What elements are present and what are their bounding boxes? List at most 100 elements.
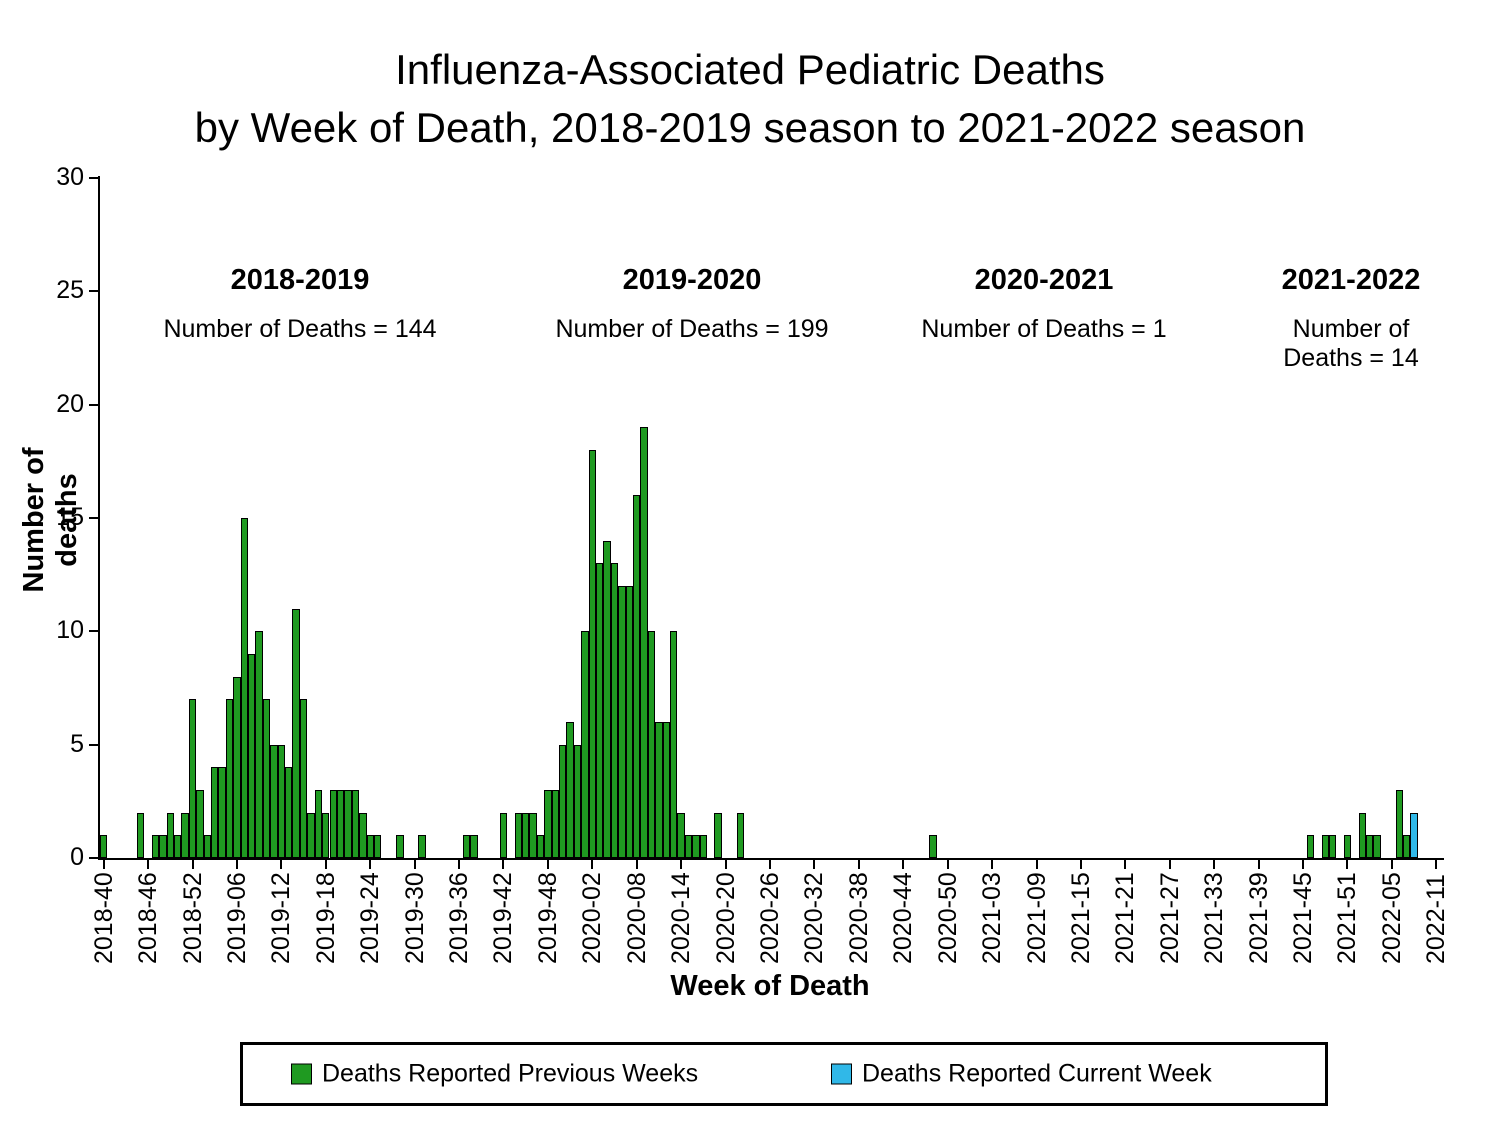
y-tick-mark [89, 630, 98, 633]
bar-week [418, 835, 426, 858]
x-tick-mark [191, 860, 194, 869]
x-tick-mark [1390, 860, 1393, 869]
bar-week [581, 631, 589, 858]
x-tick-mark [680, 860, 683, 869]
season-annotation-2018-2019: 2018-2019 Number of Deaths = 144 [163, 264, 436, 344]
bar-week [670, 631, 678, 858]
bar-week [618, 586, 626, 858]
chart-title-line2: by Week of Death, 2018-2019 season to 20… [194, 104, 1306, 151]
bar-week [1402, 835, 1411, 858]
bar-week [610, 563, 619, 858]
bar-week [1343, 835, 1352, 858]
x-tick-label: 2019-36 [445, 872, 474, 964]
x-tick-mark [635, 860, 638, 869]
x-tick-label: 2021-03 [978, 872, 1007, 964]
x-axis-title: Week of Death [670, 970, 870, 1002]
bar-week [314, 790, 323, 858]
season-name: 2020-2021 [974, 264, 1114, 296]
x-tick-label: 2019-42 [489, 872, 518, 964]
legend-item-current-week: Deaths Reported Current Week [831, 1060, 1212, 1089]
x-tick-mark [591, 860, 594, 869]
bar-week [559, 744, 567, 858]
x-tick-mark [1435, 860, 1438, 869]
bar-week [285, 767, 293, 858]
x-tick-label: 2020-50 [933, 872, 962, 964]
x-tick-mark [991, 860, 994, 869]
bar-week [159, 835, 167, 858]
season-annotation-2021-2022: 2021-2022 Number of Deaths = 14 [1277, 264, 1426, 373]
x-tick-label: 2018-52 [178, 872, 207, 964]
y-tick-label: 0 [70, 843, 84, 871]
x-tick-label: 2020-26 [756, 872, 784, 964]
bar-week [736, 812, 745, 858]
bar-week [203, 835, 212, 858]
bar-week [100, 835, 108, 858]
bar-week [307, 812, 315, 858]
y-tick-mark [89, 177, 98, 179]
bar-week [322, 812, 330, 858]
bar-week [292, 608, 300, 858]
bar-week [366, 835, 374, 858]
bar-week [677, 812, 685, 858]
bar-week [211, 767, 219, 858]
bar-week [373, 835, 382, 858]
x-tick-mark [857, 860, 860, 869]
legend: Deaths Reported Previous Weeks Deaths Re… [240, 1042, 1328, 1106]
x-tick-label: 2020-38 [844, 872, 873, 964]
x-tick-mark [147, 860, 150, 869]
x-tick-label: 2019-24 [356, 872, 385, 964]
bar-week [929, 835, 937, 858]
bar-week [544, 790, 552, 858]
y-tick-label: 10 [56, 616, 84, 645]
season-name: 2018-2019 [230, 264, 370, 296]
bar-week [336, 790, 345, 858]
bar-week [625, 586, 634, 858]
x-tick-label: 2021-45 [1289, 872, 1318, 964]
x-tick-mark [1346, 860, 1349, 869]
x-tick-label: 2018-40 [89, 872, 118, 964]
x-tick-label: 2019-06 [222, 872, 251, 964]
season-death-count: Number of Deaths = 144 [163, 315, 437, 343]
bar-week [351, 790, 360, 858]
x-tick-mark [1302, 860, 1305, 869]
bar-current-week [1410, 812, 1418, 858]
bar-week [662, 722, 671, 858]
x-tick-label: 2021-15 [1066, 872, 1095, 964]
x-tick-label: 2021-33 [1200, 872, 1229, 964]
y-tick-mark [89, 290, 98, 293]
bar-week [166, 812, 175, 858]
x-tick-mark [946, 860, 949, 869]
x-tick-label: 2020-08 [622, 872, 651, 964]
bar-week [225, 699, 234, 858]
season-name: 2019-2020 [622, 264, 762, 296]
x-axis-line [98, 858, 1444, 860]
x-tick-label: 2021-39 [1244, 872, 1273, 964]
bar-week [270, 744, 278, 858]
bar-week [499, 812, 508, 858]
x-tick-mark [902, 860, 905, 869]
legend-swatch-current-week-icon [831, 1063, 852, 1085]
season-death-count: Number of Deaths = 199 [555, 315, 829, 343]
bar-week [248, 654, 256, 858]
x-tick-mark [1079, 860, 1082, 869]
x-tick-label: 2019-12 [267, 872, 296, 964]
bar-week [255, 631, 263, 858]
x-tick-label: 2021-21 [1111, 872, 1140, 964]
y-tick-mark [89, 403, 98, 406]
legend-swatch-previous-weeks-icon [291, 1063, 312, 1085]
bar-week [603, 540, 611, 858]
bar-week [462, 835, 471, 858]
x-tick-label: 2018-46 [134, 872, 163, 964]
bar-week [151, 835, 160, 858]
x-tick-label: 2019-48 [533, 872, 562, 964]
x-tick-label: 2021-27 [1155, 872, 1184, 964]
y-tick-label: 25 [56, 276, 84, 305]
x-tick-label: 2022-11 [1422, 874, 1451, 964]
bar-week [299, 699, 308, 858]
x-tick-mark [724, 860, 727, 869]
bar-week [529, 812, 537, 858]
x-tick-mark [369, 860, 372, 869]
bar-week [573, 744, 582, 858]
season-name: 2021-2022 [1281, 264, 1421, 296]
x-tick-label: 2020-14 [667, 872, 696, 964]
